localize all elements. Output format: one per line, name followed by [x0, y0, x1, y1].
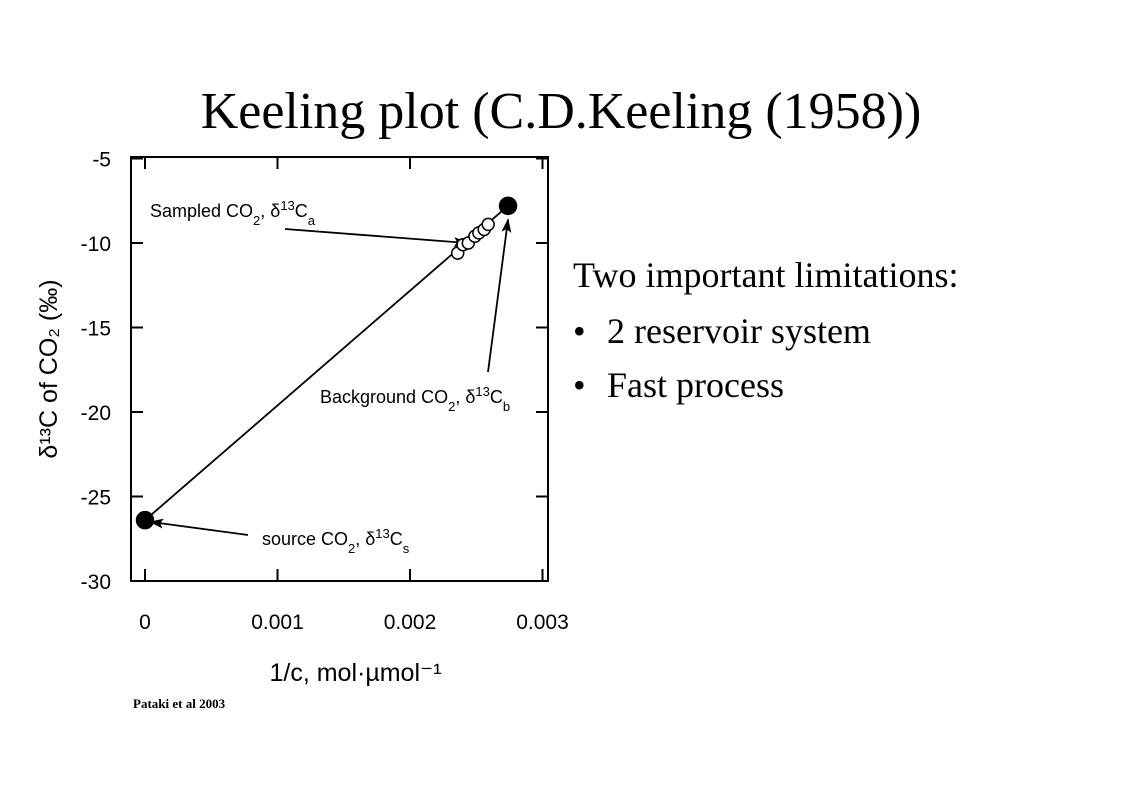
annotation-sampled: Sampled CO2, δ13Ca — [150, 198, 316, 228]
y-axis-label: δ¹³C of CO₂ (‰) — [35, 279, 63, 458]
x-tick-label: 0.001 — [251, 611, 304, 634]
sample-point — [481, 217, 495, 232]
y-tick-label: -5 — [92, 149, 111, 172]
limitation-item: • 2 reservoir system — [573, 310, 958, 352]
y-tick-label: -15 — [81, 318, 111, 341]
citation: Pataki et al 2003 — [133, 696, 226, 711]
limitations-heading: Two important limitations: — [573, 255, 959, 295]
y-tick-label: -25 — [81, 487, 111, 510]
regression-line — [144, 205, 509, 521]
y-tick-label: -30 — [81, 571, 111, 594]
x-axis-label: 1/c, mol·µmol⁻¹ — [269, 659, 441, 687]
limitations-list: Two important limitations: • 2 reservoir… — [573, 254, 958, 418]
arrow-sampled — [284, 228, 468, 247]
arrow-source — [149, 518, 249, 536]
regression-line-layer — [144, 205, 509, 521]
annotation-arrows — [149, 218, 512, 536]
plot-frame — [130, 156, 549, 582]
limitation-text: 2 reservoir system — [607, 311, 871, 351]
slide-title: Keeling plot (C.D.Keeling (1958)) — [200, 83, 922, 140]
endmember-point — [135, 510, 155, 530]
x-tick-label: 0.002 — [384, 611, 437, 634]
arrow-background — [487, 218, 512, 373]
axes — [130, 156, 549, 582]
x-tick-label: 0.003 — [516, 611, 569, 634]
bullet-icon: • — [573, 365, 586, 405]
annotation-source: source CO2, δ13Cs — [262, 526, 410, 556]
data-points — [135, 196, 518, 530]
bullet-icon: • — [573, 311, 586, 351]
limitation-text: Fast process — [607, 365, 784, 405]
chart-text: -5 -10 -15 -20 -25 -30 0 0.001 0.002 0.003 1/c, mo… — [35, 149, 569, 688]
y-tick-label: -10 — [81, 233, 111, 256]
endmember-point — [498, 196, 518, 216]
x-tick-label: 0 — [139, 611, 151, 634]
annotation-background: Background CO2, δ13Cb — [320, 384, 510, 414]
y-tick-label: -20 — [81, 402, 111, 425]
limitation-item: • Fast process — [573, 364, 958, 406]
